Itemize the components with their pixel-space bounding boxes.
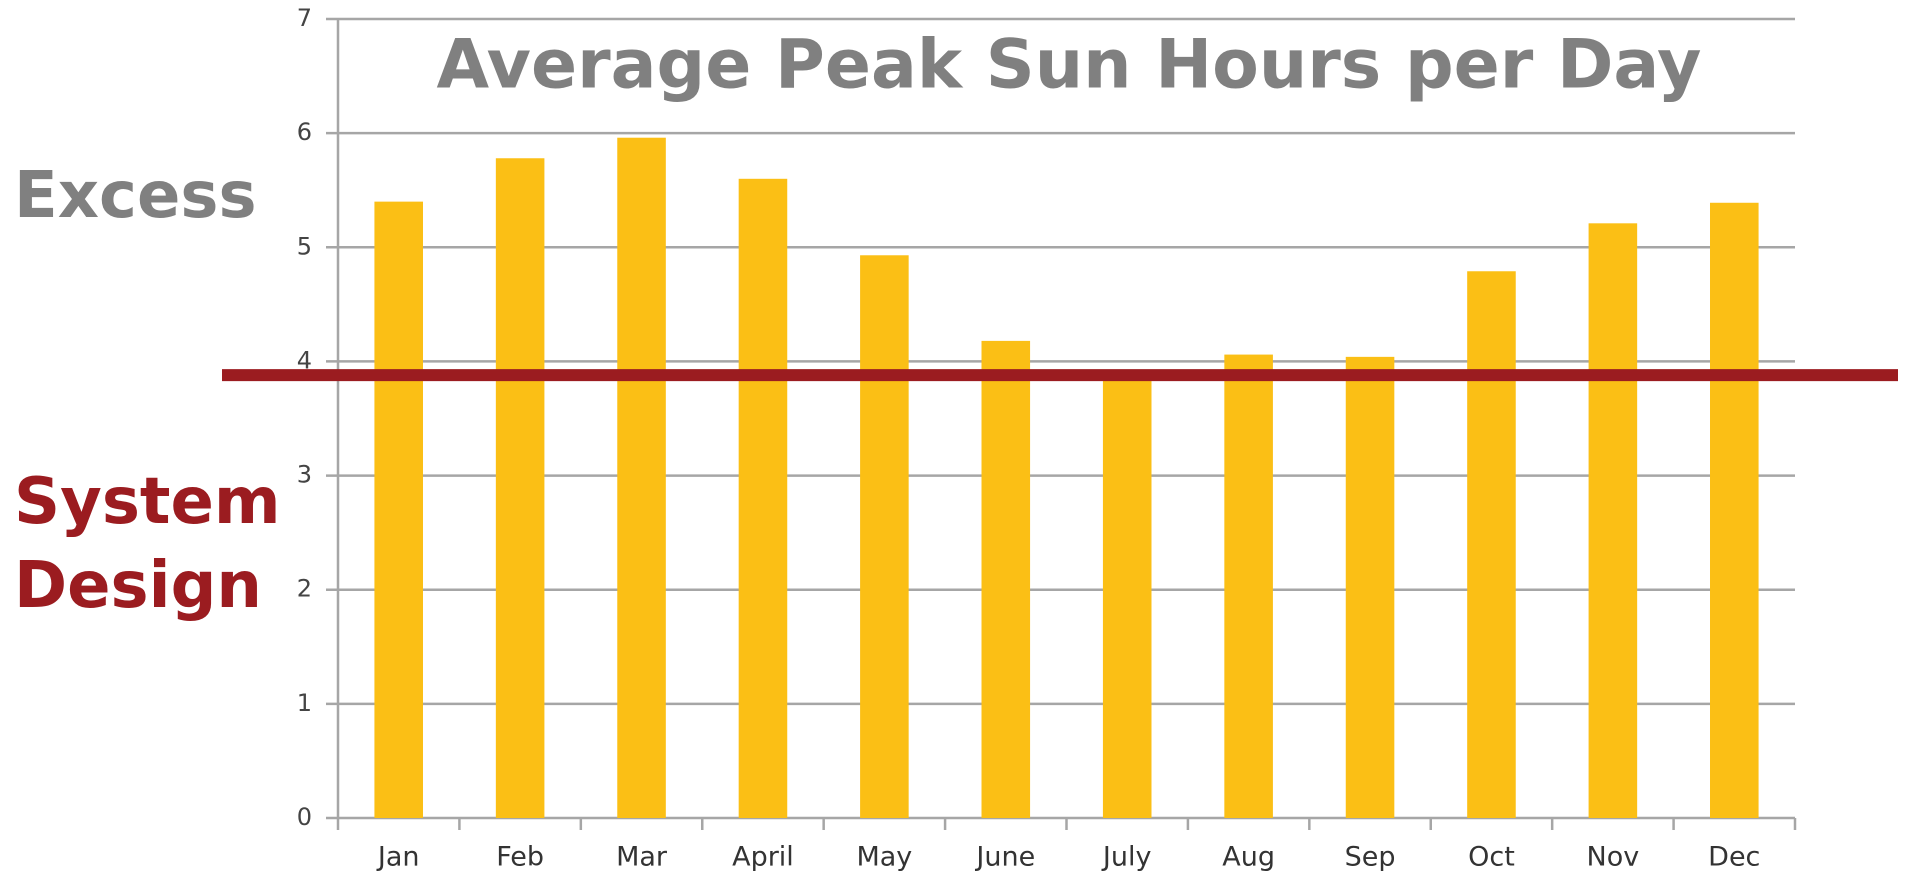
x-tick-label: Dec	[1708, 842, 1760, 873]
x-tick-label: Feb	[496, 842, 544, 873]
y-tick-label: 2	[297, 575, 312, 603]
bar	[1710, 202, 1759, 818]
x-tick-label: Sep	[1345, 842, 1396, 873]
x-tick-label: June	[974, 842, 1035, 873]
bar	[860, 255, 909, 819]
y-tick-label: 5	[297, 232, 312, 260]
y-tick-label: 1	[297, 689, 312, 717]
bar	[981, 340, 1031, 818]
chart-title: Average Peak Sun Hours per Day	[436, 26, 1701, 105]
y-tick-label: 3	[297, 461, 312, 489]
y-tick-label: 7	[297, 4, 312, 32]
x-tick-label: Mar	[616, 842, 668, 873]
bar	[1467, 271, 1516, 818]
annotation-excess: Excess	[14, 159, 257, 233]
y-tick-label: 0	[297, 803, 312, 831]
bar	[1345, 356, 1395, 818]
x-tick-label: May	[856, 842, 912, 873]
x-tick-label: July	[1101, 842, 1152, 873]
y-tick-label: 6	[297, 118, 312, 146]
bar	[1224, 354, 1273, 818]
bar	[738, 178, 788, 819]
x-tick-label: Jan	[376, 842, 420, 873]
x-tick-label: Nov	[1587, 842, 1640, 873]
x-tick-label: Aug	[1222, 842, 1275, 873]
x-tick-label: April	[732, 842, 794, 873]
bar	[374, 201, 423, 819]
bar	[617, 137, 666, 819]
bar	[1588, 223, 1638, 818]
y-tick-label: 4	[297, 346, 312, 374]
x-tick-label: Oct	[1468, 842, 1515, 873]
annotation-system-design: System Design	[14, 465, 281, 623]
bar	[495, 158, 545, 819]
bar	[1102, 372, 1152, 818]
